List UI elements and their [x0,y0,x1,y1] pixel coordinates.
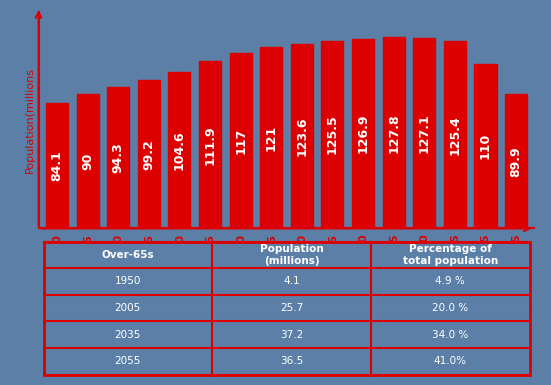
Text: 111.9: 111.9 [203,125,217,164]
Bar [230,54,252,228]
Text: 1950: 1950 [115,276,141,286]
Text: 41.0%: 41.0% [434,356,467,366]
Bar [352,38,374,228]
Text: Population
(millions): Population (millions) [260,244,323,266]
Bar [169,72,191,228]
Bar [291,44,313,228]
Text: 37.2: 37.2 [280,330,303,340]
Bar [107,87,129,228]
Text: 25.7: 25.7 [280,303,303,313]
Text: 117: 117 [234,128,247,154]
Text: 34.0 %: 34.0 % [432,330,468,340]
Text: 126.9: 126.9 [356,114,370,153]
Bar [382,37,404,228]
Text: 2055: 2055 [115,356,141,366]
Text: 125.5: 125.5 [326,115,339,154]
Text: 2035: 2035 [115,330,141,340]
Bar [474,64,496,228]
Y-axis label: Population(millions: Population(millions [24,67,34,173]
Text: 94.3: 94.3 [112,142,125,173]
Text: 4.9 %: 4.9 % [435,276,465,286]
Text: Over-65s: Over-65s [101,250,154,260]
Text: 125.4: 125.4 [449,115,461,154]
Text: 123.6: 123.6 [295,116,309,156]
Bar [199,61,221,228]
Text: Percentage of
total population: Percentage of total population [403,244,498,266]
Text: 36.5: 36.5 [280,356,303,366]
Bar [138,80,160,228]
Text: 127.1: 127.1 [418,114,431,153]
Text: 99.2: 99.2 [142,139,155,170]
Text: 20.0 %: 20.0 % [432,303,468,313]
Text: 104.6: 104.6 [173,131,186,170]
Text: 110: 110 [479,133,492,159]
Bar [77,94,99,228]
Bar [260,47,282,228]
Bar [505,94,527,228]
Bar [444,41,466,228]
Text: 4.1: 4.1 [283,276,300,286]
Bar [413,38,435,228]
Text: 90: 90 [81,152,94,170]
Text: 89.9: 89.9 [510,146,522,176]
Text: 121: 121 [264,125,278,151]
Text: 127.8: 127.8 [387,113,400,153]
Text: 84.1: 84.1 [51,150,63,181]
Bar [46,103,68,228]
Bar [321,41,343,228]
Text: 2005: 2005 [115,303,141,313]
